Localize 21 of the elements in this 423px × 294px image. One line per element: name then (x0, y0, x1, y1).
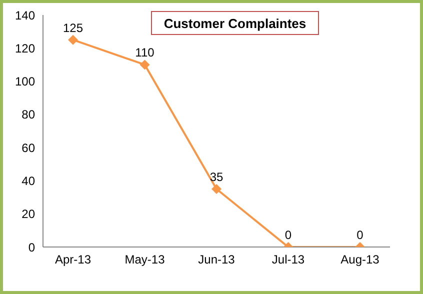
data-label: 0 (284, 228, 292, 242)
data-label: 0 (356, 228, 364, 242)
x-tick-label: Apr-13 (54, 252, 92, 267)
y-tick-label: 80 (22, 108, 36, 122)
y-tick-label: 140 (14, 8, 36, 22)
y-tick-label: 120 (14, 41, 36, 56)
y-tick-label: 60 (22, 140, 36, 155)
data-label: 125 (62, 20, 84, 35)
y-tick-label: 0 (28, 240, 36, 254)
x-tick-label: Jun-13 (198, 252, 236, 267)
y-tick-label: 100 (14, 74, 36, 89)
y-tick-label: 20 (22, 207, 36, 222)
data-label: 35 (210, 170, 224, 184)
x-tick-label: Aug-13 (340, 252, 380, 267)
point (68, 34, 78, 45)
x-tick-label: May-13 (124, 252, 166, 267)
y-tick-label: 40 (22, 174, 36, 188)
x-tick-label: Jul-13 (272, 252, 305, 267)
chart-title: Customer Complaintes (151, 11, 319, 35)
point (140, 60, 150, 70)
data-label: 110 (135, 46, 155, 60)
